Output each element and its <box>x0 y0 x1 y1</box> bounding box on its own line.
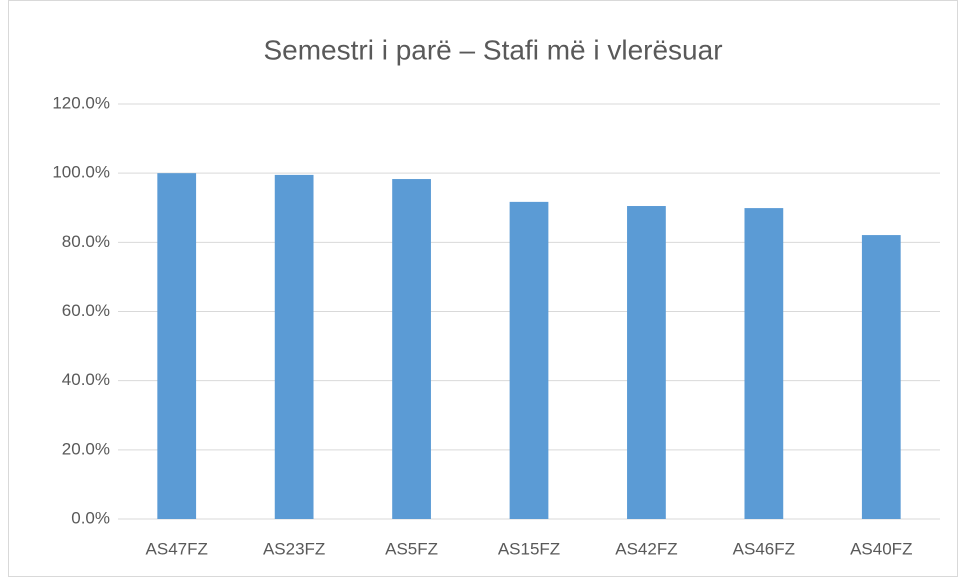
x-tick-label: AS46FZ <box>733 539 795 558</box>
chart-title: Semestri i parë – Stafi më i vlerësuar <box>263 34 722 65</box>
y-tick-label: 0.0% <box>71 508 110 527</box>
chart-frame <box>8 0 958 577</box>
y-tick-label: 40.0% <box>62 370 110 389</box>
bar <box>509 201 549 519</box>
y-tick-label: 60.0% <box>62 301 110 320</box>
x-tick-label: AS47FZ <box>146 539 208 558</box>
bar <box>861 235 901 519</box>
x-tick-label: AS23FZ <box>263 539 325 558</box>
bar <box>392 179 431 519</box>
bar <box>157 173 197 519</box>
y-tick-label: 120.0% <box>52 93 110 112</box>
y-tick-label: 80.0% <box>62 232 110 251</box>
bar <box>627 206 666 520</box>
x-tick-label: AS5FZ <box>385 539 438 558</box>
y-tick-label: 100.0% <box>52 163 110 182</box>
y-tick-label: 20.0% <box>62 439 110 458</box>
x-tick-label: AS15FZ <box>498 539 560 558</box>
bar <box>744 208 784 520</box>
x-tick-label: AS40FZ <box>850 539 912 558</box>
x-tick-label: AS42FZ <box>615 539 677 558</box>
bar <box>274 174 314 520</box>
